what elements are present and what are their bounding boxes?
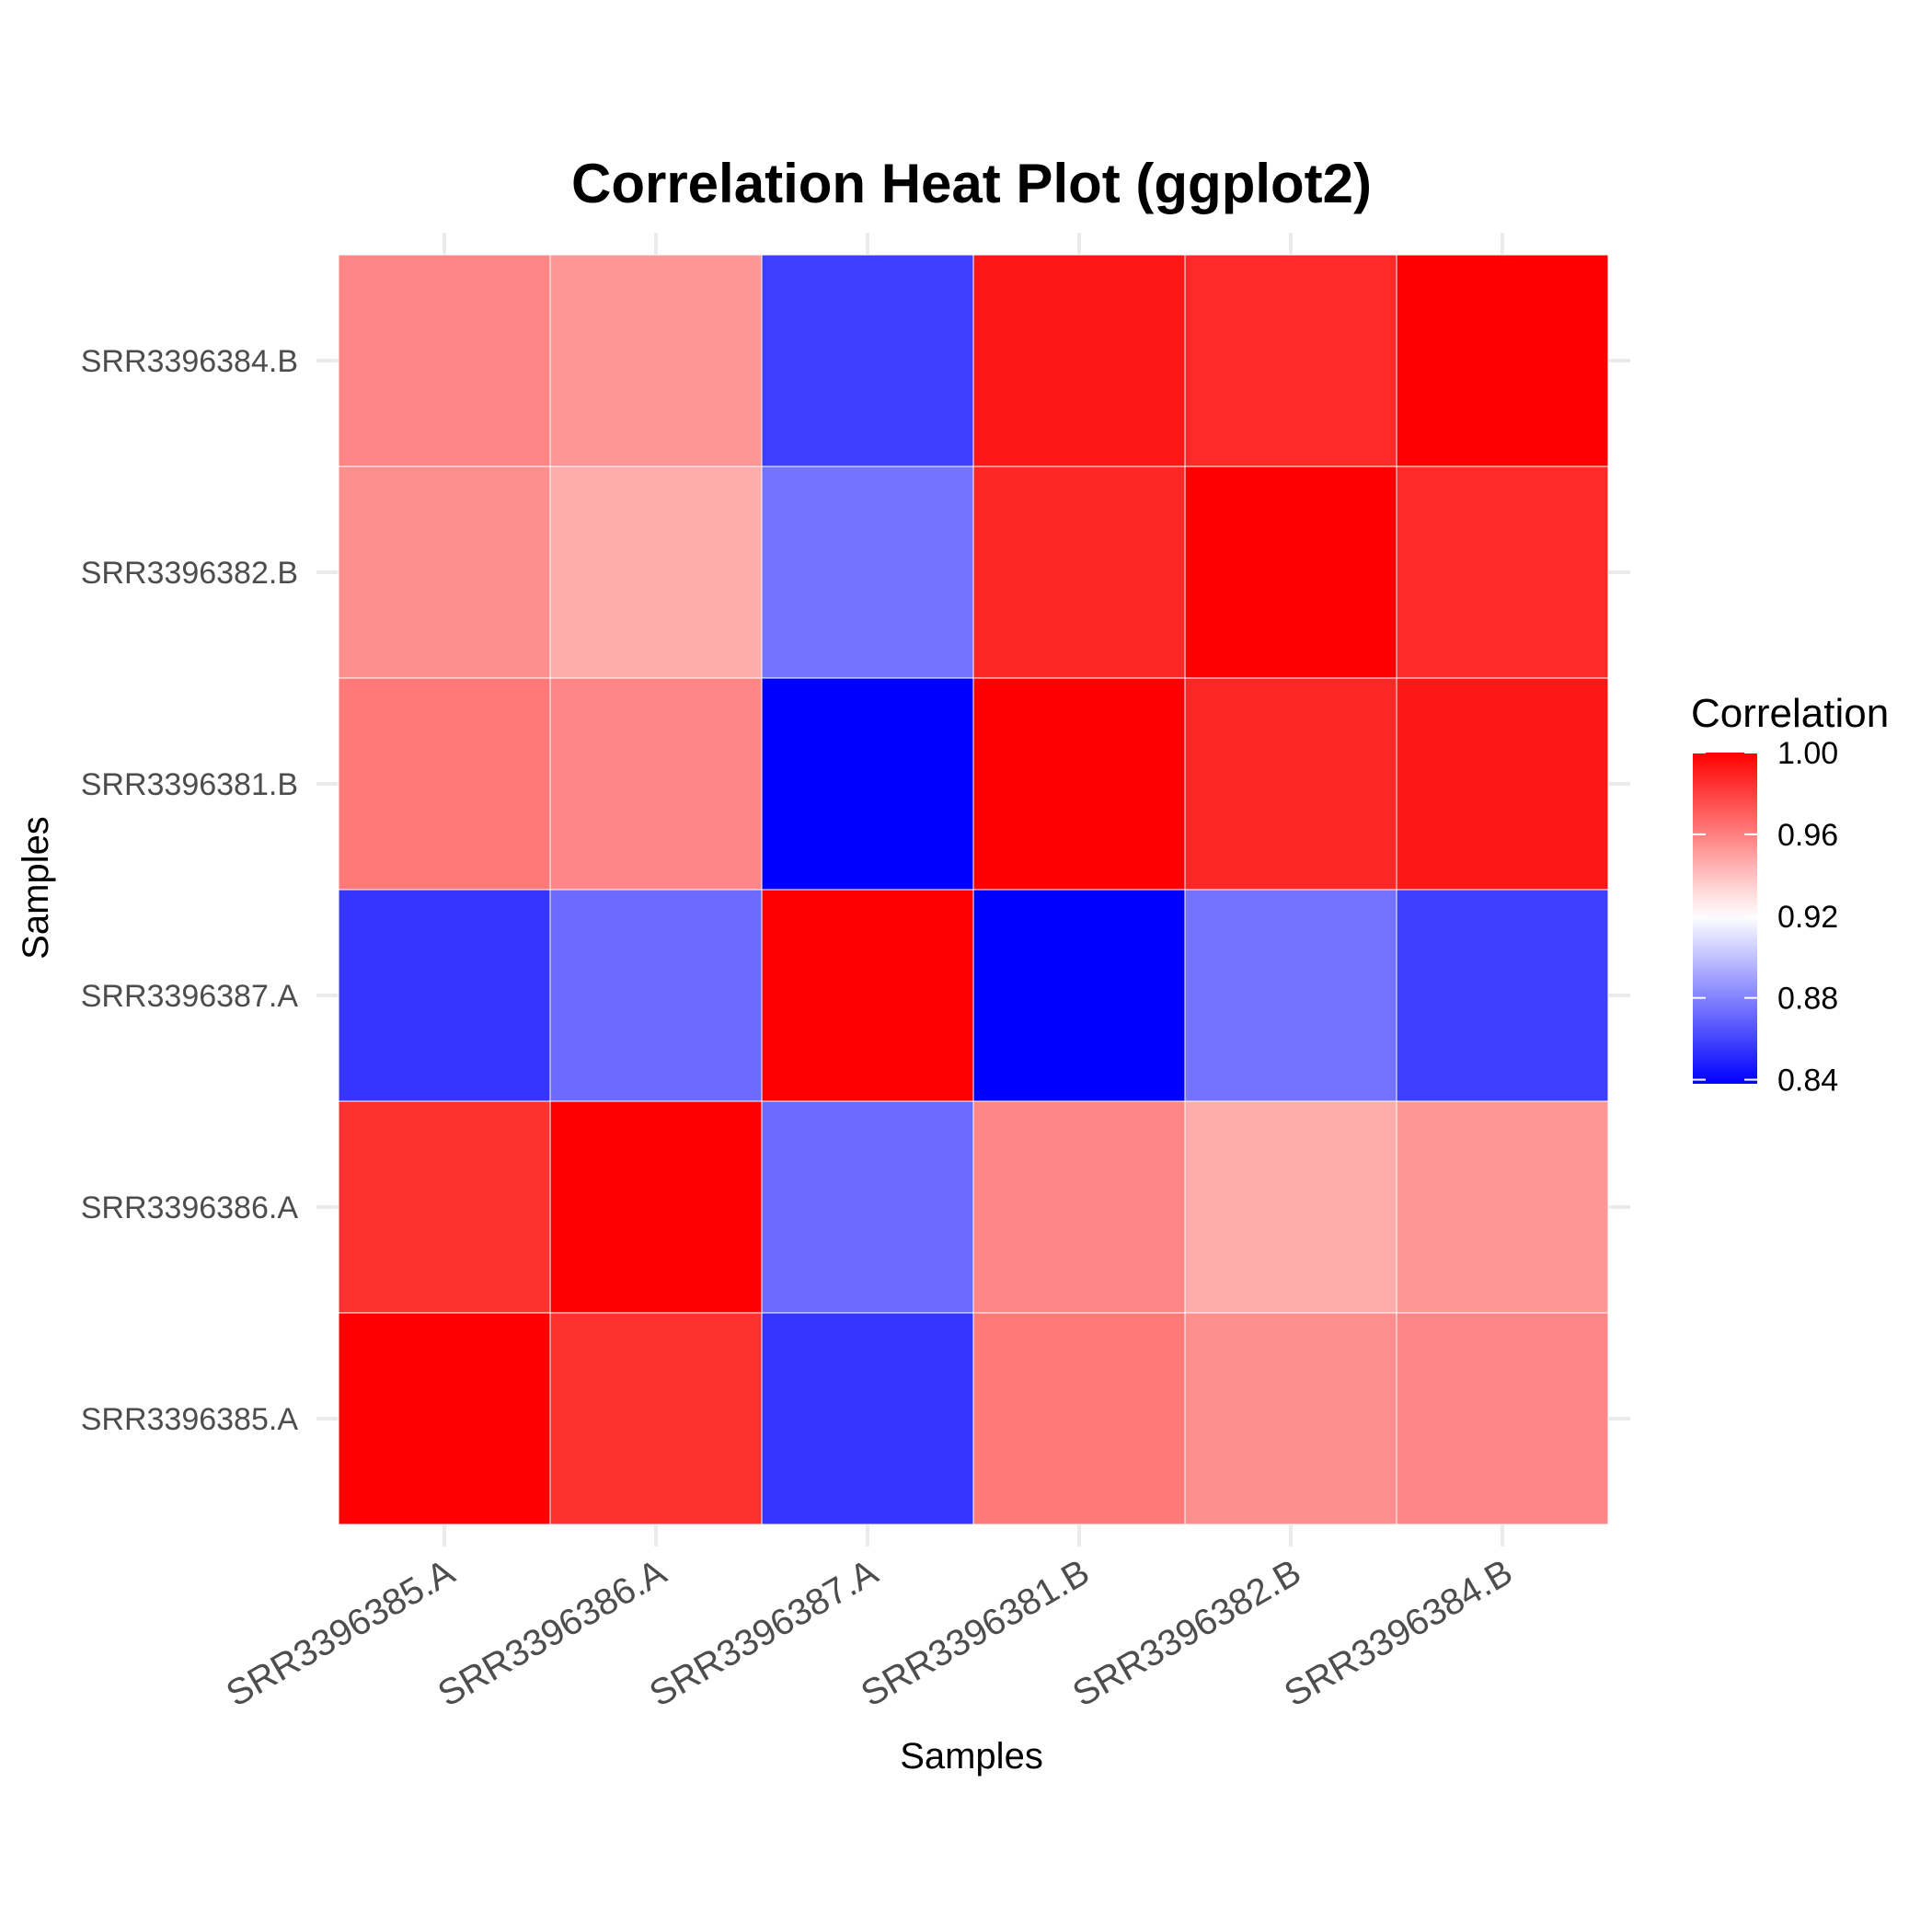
y-tick-label: SRR3396382.B <box>81 556 298 591</box>
heatmap-cell <box>1184 889 1397 1102</box>
heatmap-cell <box>1396 254 1609 467</box>
legend-colorbar <box>1693 753 1757 1084</box>
x-tick-label: SRR3396386.A <box>431 1552 673 1715</box>
legend-ticks: 1.00 0.96 0.92 0.88 0.84 <box>1693 736 1838 1098</box>
heatmap-cell <box>549 1312 763 1525</box>
heatmap-cell <box>972 254 1186 467</box>
legend-break-label: 0.92 <box>1777 900 1838 935</box>
y-tick-label: SRR3396381.B <box>81 767 298 802</box>
heatmap-cell <box>972 1100 1186 1314</box>
heatmap-cell <box>1396 1312 1609 1525</box>
chart-title: Correlation Heat Plot (ggplot2) <box>571 153 1372 214</box>
heatmap-cell <box>1184 1312 1397 1525</box>
y-tick-label: SRR3396386.A <box>81 1190 299 1225</box>
heatmap-cell <box>338 889 551 1102</box>
heatmap-cell <box>761 254 974 467</box>
heatmap-cell <box>549 677 763 891</box>
x-tick-label: SRR3396382.B <box>1066 1552 1308 1715</box>
x-tick-label: SRR3396387.A <box>643 1552 885 1715</box>
y-axis-ticks: SRR3396385.A SRR3396386.A SRR3396387.A SRR3… <box>81 344 299 1437</box>
heatmap-cell <box>761 466 974 679</box>
heatmap-cell <box>1184 1100 1397 1314</box>
x-tick-label: SRR3396381.B <box>855 1552 1097 1715</box>
legend-break-label: 0.84 <box>1777 1064 1838 1098</box>
heatmap-cell <box>338 466 551 679</box>
legend-break-label: 0.88 <box>1777 982 1838 1017</box>
heatmap-cell <box>1184 466 1397 679</box>
heatmap-cell <box>761 677 974 891</box>
heatmap-cell <box>549 254 763 467</box>
heatmap-cell <box>1396 466 1609 679</box>
heatmap-cell <box>549 889 763 1102</box>
x-tick-label: SRR3396385.A <box>220 1552 462 1715</box>
heatmap-cell <box>1184 677 1397 891</box>
heatmap-cell <box>1396 1100 1609 1314</box>
heatmap-cell <box>338 677 551 891</box>
legend-title: Correlation <box>1691 691 1889 736</box>
heatmap-cell <box>972 1312 1186 1525</box>
heatmap-cells <box>338 254 1609 1525</box>
heatmap-cell <box>761 1100 974 1314</box>
legend-break-label: 0.96 <box>1777 818 1838 853</box>
heatmap-cell <box>1184 254 1397 467</box>
heatmap-cell <box>761 889 974 1102</box>
y-tick-label: SRR3396385.A <box>81 1402 299 1437</box>
legend-break-label: 1.00 <box>1777 736 1838 771</box>
x-tick-label: SRR3396384.B <box>1278 1552 1520 1715</box>
heatmap-cell <box>761 1312 974 1525</box>
heatmap-cell <box>972 466 1186 679</box>
x-axis-ticks: SRR3396385.ASRR3396386.ASRR3396387.ASRR3… <box>220 1552 1520 1715</box>
heatmap-cell <box>1396 677 1609 891</box>
y-tick-label: SRR3396387.A <box>81 979 299 1014</box>
heatmap-cell <box>972 677 1186 891</box>
y-tick-label: SRR3396384.B <box>81 344 298 379</box>
heatmap-cell <box>338 1100 551 1314</box>
heatmap-cell <box>972 889 1186 1102</box>
heatmap-cell <box>549 1100 763 1314</box>
heatmap-cell <box>549 466 763 679</box>
x-axis-title: Samples <box>900 1736 1043 1777</box>
y-axis-title: Samples <box>16 816 56 960</box>
heatmap-cell <box>1396 889 1609 1102</box>
legend: Correlation 1.00 0.96 0.92 0.88 0.84 <box>1691 691 1889 1098</box>
heatmap-cell <box>338 1312 551 1525</box>
heatmap-cell <box>338 254 551 467</box>
